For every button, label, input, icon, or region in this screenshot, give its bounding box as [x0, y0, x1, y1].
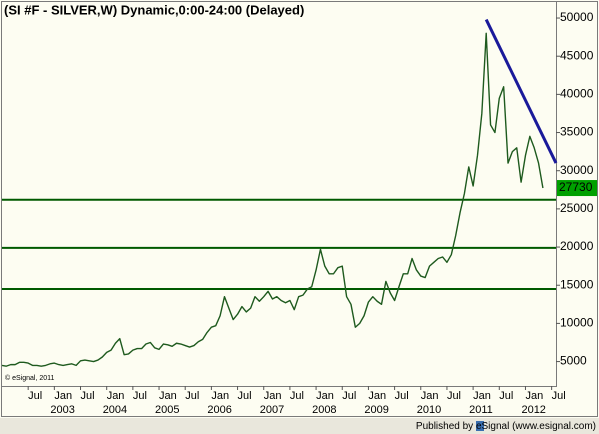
year-label: 2010 [417, 404, 441, 416]
x-tick-label: Jan [473, 390, 491, 402]
x-tick-label: Jul [81, 390, 95, 402]
footer-icon [476, 421, 484, 431]
chart-title: (SI #F - SILVER,W) Dynamic,0:00-24:00 (D… [4, 2, 304, 17]
x-tick-label: Jan [264, 390, 282, 402]
x-tick-label: Jan [211, 390, 229, 402]
year-label: 2011 [469, 404, 493, 416]
x-tick-label: Jan [368, 390, 386, 402]
y-tick-label: 35000 [560, 125, 594, 139]
price-line [1, 32, 544, 367]
year-label: 2008 [312, 404, 336, 416]
trendline [484, 18, 558, 164]
x-tick-label: Jul [552, 390, 566, 402]
year-label: 2006 [207, 404, 231, 416]
year-label: 2007 [260, 404, 284, 416]
last-value-label: 27730 [559, 180, 593, 194]
x-tick-label: Jan [107, 390, 125, 402]
x-tick-label: Jul [133, 390, 147, 402]
y-tick-label: 20000 [560, 239, 594, 253]
y-tick-label: 30000 [560, 163, 594, 177]
year-label: 2009 [364, 404, 388, 416]
x-tick-label: Jul [185, 390, 199, 402]
x-tick-label: Jan [316, 390, 334, 402]
x-tick-label: Jul [447, 390, 461, 402]
footer-bar [0, 418, 599, 434]
x-tick-label: Jul [290, 390, 304, 402]
x-tick-label: Jan [54, 390, 72, 402]
year-label: 2012 [521, 404, 545, 416]
footer-text[interactable]: Published by eSignal (www.esignal.com) [416, 421, 596, 432]
year-label: 2005 [155, 404, 179, 416]
x-tick-label: Jan [421, 390, 439, 402]
y-tick-label: 5000 [560, 354, 587, 368]
y-tick-label: 50000 [560, 10, 594, 24]
x-tick-label: Jul [238, 390, 252, 402]
x-tick-label: Jan [159, 390, 177, 402]
y-tick-label: 40000 [560, 87, 594, 101]
x-tick-label: Jul [342, 390, 356, 402]
year-label: 2003 [50, 404, 74, 416]
x-tick-label: Jan [525, 390, 543, 402]
x-tick-label: Jul [395, 390, 409, 402]
y-tick-label: 15000 [560, 277, 594, 291]
last-value-box [557, 180, 597, 197]
x-tick-label: Jul [499, 390, 513, 402]
year-label: 2004 [103, 404, 127, 416]
outer-frame [1, 1, 598, 417]
y-tick-label: 10000 [560, 316, 594, 330]
y-tick-label: 45000 [560, 48, 594, 62]
watermark: © eSignal, 2011 [5, 374, 55, 382]
y-tick-label: 25000 [560, 201, 594, 215]
x-tick-label: Jul [28, 390, 42, 402]
